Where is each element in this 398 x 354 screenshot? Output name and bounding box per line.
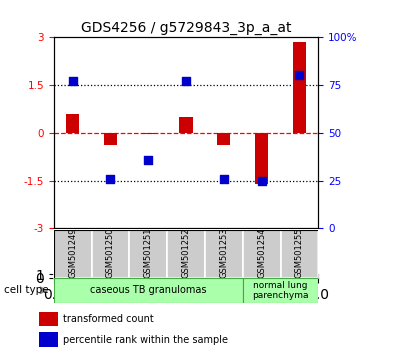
Bar: [66, 114, 79, 133]
Text: GSM501253: GSM501253: [219, 228, 228, 278]
Point: [145, 157, 151, 163]
Point: [220, 176, 227, 182]
Text: GSM501250: GSM501250: [106, 228, 115, 278]
Bar: [54, 230, 92, 278]
Point: [183, 78, 189, 84]
Point: [296, 72, 303, 78]
Point: [70, 78, 76, 84]
Text: normal lung
parenchyma: normal lung parenchyma: [252, 281, 309, 300]
Point: [107, 176, 114, 182]
Point: [259, 178, 265, 183]
Bar: [92, 230, 129, 278]
Text: caseous TB granulomas: caseous TB granulomas: [90, 285, 207, 295]
Bar: [205, 230, 243, 278]
Bar: [39, 332, 58, 347]
Bar: [167, 230, 205, 278]
Bar: [142, 133, 155, 134]
Text: cell type: cell type: [4, 285, 49, 295]
Title: GDS4256 / g5729843_3p_a_at: GDS4256 / g5729843_3p_a_at: [81, 21, 291, 35]
Bar: [243, 230, 281, 278]
Bar: [243, 278, 318, 303]
Bar: [179, 117, 193, 133]
Bar: [129, 230, 167, 278]
Bar: [217, 133, 230, 145]
Bar: [293, 42, 306, 133]
Text: GSM501249: GSM501249: [68, 228, 77, 278]
Bar: [281, 230, 318, 278]
Text: GSM501255: GSM501255: [295, 228, 304, 278]
Text: GSM501254: GSM501254: [257, 228, 266, 278]
Text: percentile rank within the sample: percentile rank within the sample: [63, 335, 228, 345]
Bar: [255, 133, 268, 184]
Bar: [39, 312, 58, 326]
Text: transformed count: transformed count: [63, 314, 154, 324]
Text: GSM501252: GSM501252: [181, 228, 191, 278]
Text: GSM501251: GSM501251: [144, 228, 153, 278]
Bar: [104, 133, 117, 145]
Bar: [54, 278, 243, 303]
